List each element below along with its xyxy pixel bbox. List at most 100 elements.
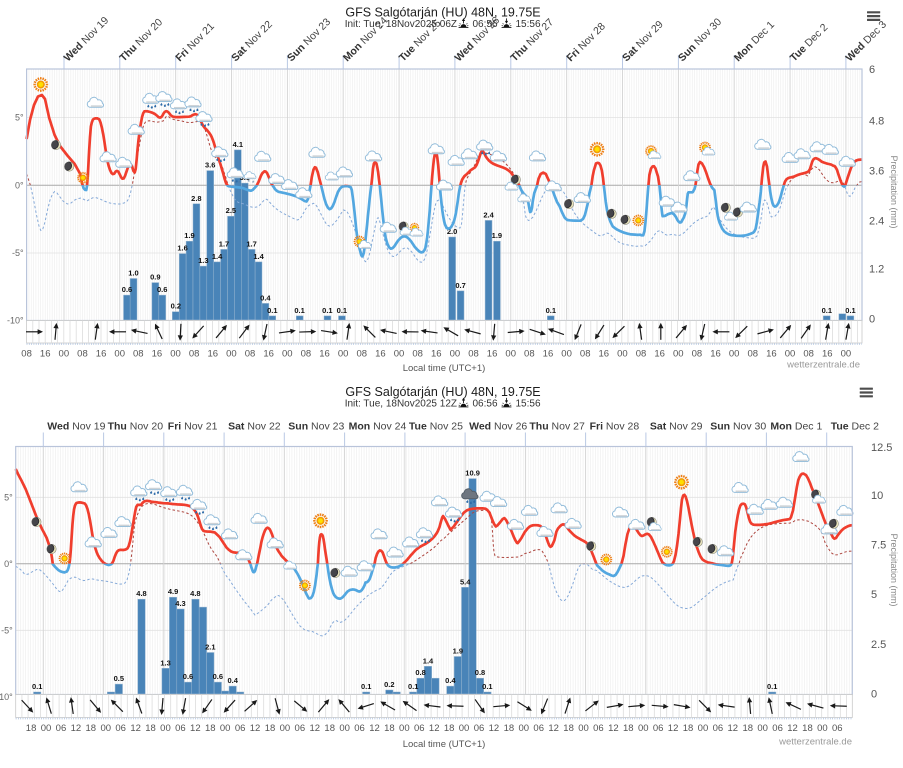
svg-text:12: 12: [429, 723, 440, 734]
svg-text:Sat Nov 29: Sat Nov 29: [650, 421, 703, 433]
svg-text:12: 12: [489, 723, 500, 734]
svg-text:Wed Nov 26: Wed Nov 26: [469, 421, 527, 433]
svg-text:00: 00: [785, 349, 796, 360]
svg-text:0.1: 0.1: [482, 682, 492, 691]
svg-text:00: 00: [160, 723, 171, 734]
svg-text:12: 12: [250, 723, 261, 734]
svg-text:Sun Nov 30: Sun Nov 30: [676, 16, 724, 64]
svg-text:00: 00: [757, 723, 768, 734]
svg-text:4.9: 4.9: [168, 587, 178, 596]
svg-text:0.6: 0.6: [213, 672, 223, 681]
svg-text:06: 06: [115, 723, 126, 734]
svg-text:Init: Tue, 18Nov2025 06Z: Init: Tue, 18Nov2025 06Z: [345, 19, 457, 30]
svg-text:00: 00: [729, 349, 740, 360]
svg-text:0.1: 0.1: [361, 682, 371, 691]
svg-text:16: 16: [208, 349, 219, 360]
svg-text:12: 12: [369, 723, 380, 734]
svg-text:0.7: 0.7: [455, 281, 465, 290]
svg-text:00: 00: [100, 723, 111, 734]
svg-text:1.9: 1.9: [184, 231, 194, 240]
svg-text:08: 08: [580, 349, 591, 360]
svg-text:Sat Nov 22: Sat Nov 22: [228, 421, 281, 433]
svg-text:GFS Salgótarján (HU) 48N, 19.7: GFS Salgótarján (HU) 48N, 19.75E: [345, 6, 540, 20]
svg-text:00: 00: [226, 349, 237, 360]
svg-text:Tue Dec 2: Tue Dec 2: [788, 21, 831, 64]
svg-text:00: 00: [170, 349, 181, 360]
svg-text:0.1: 0.1: [822, 306, 832, 315]
svg-text:18: 18: [384, 723, 395, 734]
svg-text:06: 06: [593, 723, 604, 734]
svg-text:08: 08: [356, 349, 367, 360]
svg-text:15:56: 15:56: [516, 399, 541, 410]
svg-text:wetterzentrale.de: wetterzentrale.de: [786, 360, 860, 371]
svg-text:-5°: -5°: [12, 248, 24, 258]
svg-text:0: 0: [871, 689, 877, 701]
svg-text:12: 12: [668, 723, 679, 734]
svg-text:08: 08: [468, 349, 479, 360]
svg-text:5: 5: [871, 589, 877, 601]
svg-text:Wed Dec 3: Wed Dec 3: [844, 19, 890, 65]
svg-text:0.2: 0.2: [384, 680, 394, 689]
svg-text:12: 12: [190, 723, 201, 734]
svg-text:16: 16: [40, 349, 51, 360]
svg-text:0.4: 0.4: [260, 293, 271, 302]
svg-text:16: 16: [599, 349, 610, 360]
svg-text:1.3: 1.3: [198, 256, 208, 265]
svg-text:00: 00: [841, 349, 852, 360]
svg-text:1.9: 1.9: [453, 647, 463, 656]
svg-text:08: 08: [301, 349, 312, 360]
svg-text:1.4: 1.4: [253, 252, 264, 261]
svg-text:08: 08: [747, 349, 758, 360]
svg-text:2.0: 2.0: [447, 227, 457, 236]
svg-text:00: 00: [617, 349, 628, 360]
svg-text:00: 00: [519, 723, 530, 734]
svg-text:2.5: 2.5: [871, 639, 886, 651]
svg-text:06: 06: [533, 723, 544, 734]
svg-text:Fri Nov 21: Fri Nov 21: [168, 421, 218, 433]
svg-text:6: 6: [869, 64, 875, 76]
svg-text:08: 08: [245, 349, 256, 360]
svg-text:00: 00: [698, 723, 709, 734]
svg-text:Fri Nov 21: Fri Nov 21: [173, 20, 217, 64]
svg-text:0.4: 0.4: [227, 676, 238, 685]
svg-text:16: 16: [654, 349, 665, 360]
svg-text:06: 06: [235, 723, 246, 734]
svg-text:18: 18: [205, 723, 216, 734]
svg-text:0.1: 0.1: [294, 306, 304, 315]
svg-text:Thu Nov 27: Thu Nov 27: [529, 421, 585, 433]
svg-text:4.8: 4.8: [136, 589, 146, 598]
svg-text:-10°: -10°: [7, 316, 24, 326]
svg-text:Wed Nov 19: Wed Nov 19: [47, 421, 105, 433]
svg-text:00: 00: [338, 349, 349, 360]
svg-text:16: 16: [710, 349, 721, 360]
svg-text:0.6: 0.6: [183, 672, 193, 681]
svg-text:18: 18: [563, 723, 574, 734]
svg-text:1.4: 1.4: [423, 656, 434, 665]
svg-text:1.3: 1.3: [160, 658, 170, 667]
svg-text:12: 12: [309, 723, 320, 734]
svg-text:12: 12: [548, 723, 559, 734]
svg-text:12: 12: [608, 723, 619, 734]
svg-text:00: 00: [394, 349, 405, 360]
svg-text:08: 08: [77, 349, 88, 360]
svg-text:4.3: 4.3: [175, 599, 185, 608]
svg-text:16: 16: [96, 349, 107, 360]
svg-text:06: 06: [354, 723, 365, 734]
svg-text:Thu Nov 20: Thu Nov 20: [108, 421, 164, 433]
svg-text:16: 16: [319, 349, 330, 360]
svg-text:00: 00: [638, 723, 649, 734]
svg-text:18: 18: [802, 723, 813, 734]
svg-text:0.9: 0.9: [150, 273, 160, 282]
svg-text:3.6: 3.6: [205, 161, 215, 170]
svg-text:00: 00: [450, 349, 461, 360]
svg-text:18: 18: [86, 723, 97, 734]
svg-text:5.4: 5.4: [460, 577, 471, 586]
svg-text:4.8: 4.8: [869, 115, 884, 127]
svg-text:15:56: 15:56: [516, 19, 541, 30]
svg-text:10: 10: [871, 490, 883, 502]
svg-text:06: 06: [175, 723, 186, 734]
svg-text:Wed Nov 19: Wed Nov 19: [62, 14, 112, 64]
svg-text:00: 00: [282, 349, 293, 360]
svg-text:00: 00: [817, 723, 828, 734]
svg-text:00: 00: [505, 349, 516, 360]
